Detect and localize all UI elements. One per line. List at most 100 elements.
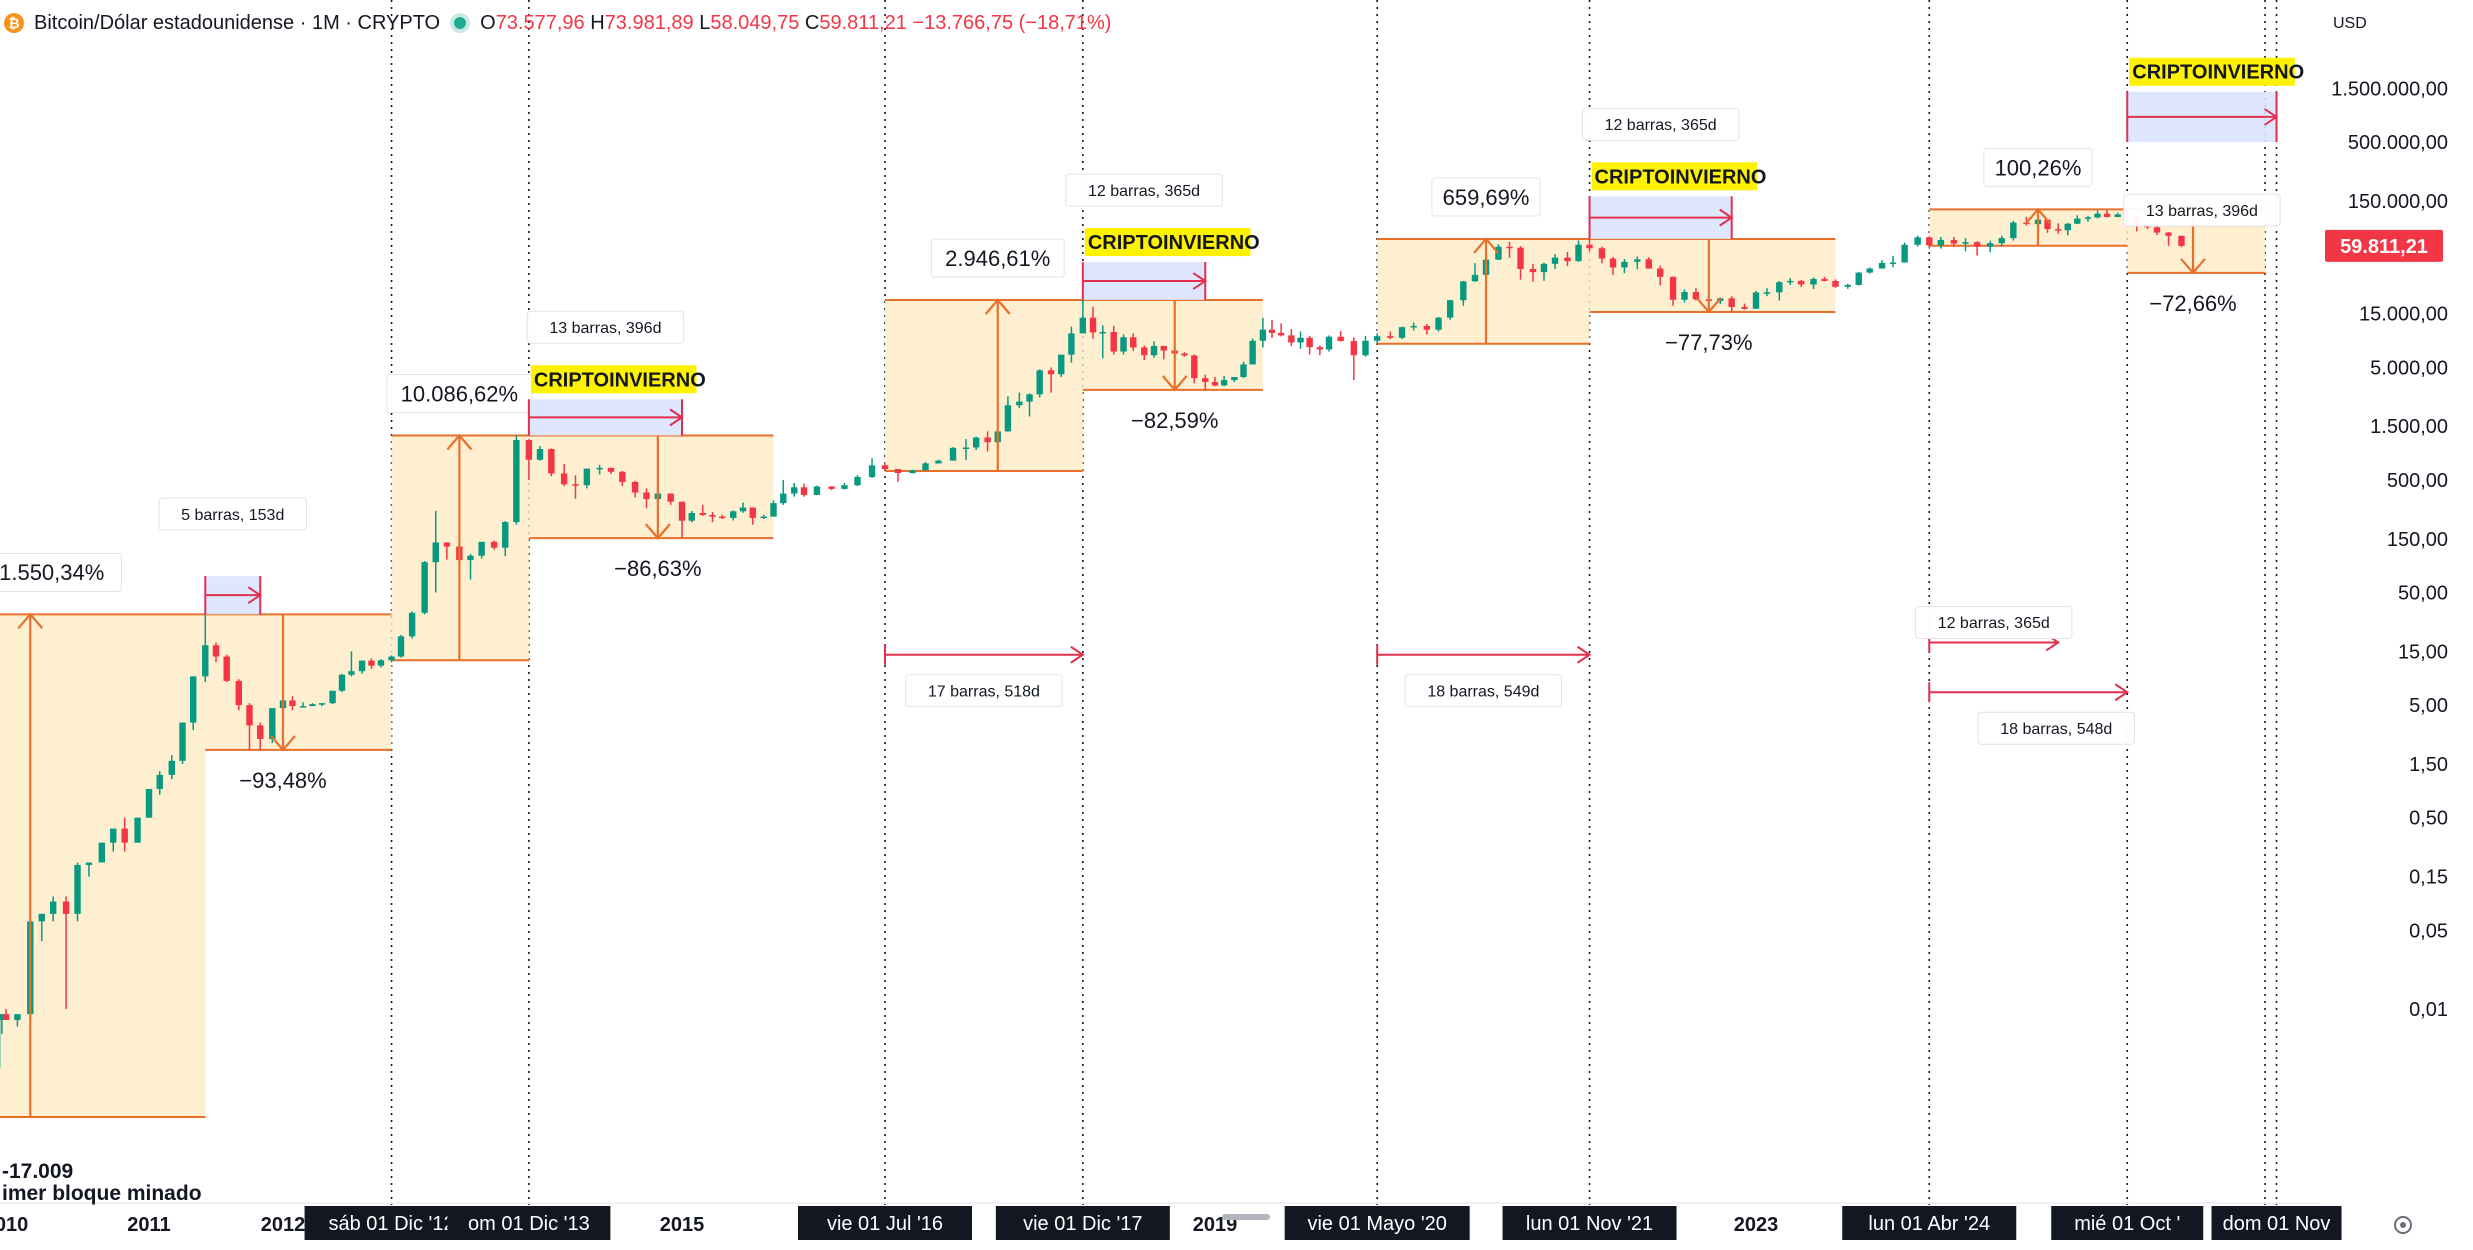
range-label-2[interactable]: 12 barras, 365d [1065, 173, 1223, 207]
time-arrow-label-3-text: 18 barras, 548d [2000, 721, 2112, 738]
candle-186 [2064, 222, 2071, 236]
measure-4[interactable]: 2.946,61% [930, 238, 1065, 471]
zone-3[interactable] [528, 435, 774, 539]
settings-gear-icon[interactable] [2394, 1216, 2412, 1234]
price-axis[interactable]: USD 1.500.000,00 500.000,00 150.000,00 15.0… [2325, 15, 2448, 1021]
time-arrow-label-0[interactable]: 17 barras, 518d [905, 674, 1063, 708]
bitcoin-icon: ₿ [4, 13, 24, 33]
candle-body-67 [719, 516, 726, 519]
candle-17 [168, 755, 175, 780]
candle-body-25 [257, 725, 264, 739]
measure-2[interactable]: 10.086,62% [386, 373, 533, 661]
candle-body-12 [110, 828, 117, 843]
zone-6[interactable] [1377, 238, 1590, 344]
range-label-1[interactable]: 13 barras, 396d [526, 310, 685, 344]
candle-body-7 [49, 901, 57, 914]
candle-body-122 [1316, 347, 1324, 350]
range-3[interactable]: CRIPTOINVIERNO 12 barras, 365d [1581, 107, 1767, 239]
date-ranges[interactable]: 5 barras, 153d CRIPTOINVIERNO 13 barras, 3… [158, 57, 2304, 615]
candle-141 [1540, 262, 1548, 281]
measure-head-5 [1161, 375, 1188, 392]
range-label-3[interactable]: 12 barras, 365d [1581, 107, 1740, 141]
time-arrow-0[interactable]: 17 barras, 518d [884, 644, 1085, 708]
candle-body-55 [583, 468, 591, 486]
candle-169 [1866, 267, 1873, 274]
measure-label-4[interactable]: 2.946,61% [930, 238, 1065, 278]
measure-0[interactable]: 4.761.550,34% [0, 552, 122, 1117]
crypto-winter-label-3: CRIPTOINVIERNO [1595, 166, 1767, 188]
range-2[interactable]: CRIPTOINVIERNO 12 barras, 365d [1065, 173, 1260, 300]
range-4[interactable]: CRIPTOINVIERNO 13 barras, 396d [2123, 57, 2304, 227]
candle-47 [490, 540, 498, 550]
price-tick-11: 1,50 [2409, 754, 2448, 776]
candle-body-141 [1540, 263, 1548, 273]
candle-body-162 [1787, 280, 1794, 283]
candle-37 [377, 659, 385, 668]
symbol-title[interactable]: Bitcoin/Dólar estadounidense · 1M · CRYP… [34, 11, 441, 34]
measure-label-0[interactable]: 4.761.550,34% [0, 552, 122, 592]
measure-3[interactable]: −86,63% [614, 435, 702, 581]
measure-1[interactable]: −93,48% [239, 614, 327, 793]
candle-body-169 [1866, 268, 1873, 273]
candle-89 [984, 431, 991, 452]
candle-57 [607, 467, 615, 474]
candle-body-31 [318, 703, 326, 705]
time-arrow-label-1[interactable]: 18 barras, 549d [1404, 674, 1563, 708]
scroll-handle[interactable] [1222, 1214, 1270, 1220]
candle-body-145 [1586, 244, 1593, 249]
candle-171 [1889, 255, 1897, 268]
date-label-bg-1 [447, 1206, 611, 1240]
candle-80 [868, 458, 876, 478]
candle-body-37 [377, 660, 385, 666]
candle-178 [1973, 241, 1981, 256]
candle-54 [572, 475, 579, 499]
measure-label-0-text: 4.761.550,34% [0, 560, 104, 585]
measure-5[interactable]: −82,59% [1131, 299, 1218, 433]
candle-121 [1306, 335, 1313, 355]
candle-81 [881, 463, 889, 471]
zone-0[interactable] [0, 614, 206, 1117]
candle-113 [1231, 377, 1238, 383]
measure-6[interactable]: 659,69% [1431, 177, 1541, 344]
time-arrow-label-3[interactable]: 18 barras, 548d [1977, 711, 2135, 745]
measure-label-8[interactable]: 100,26% [1983, 147, 2093, 187]
measure-8[interactable]: 100,26% [1983, 147, 2093, 246]
candle-body-138 [1506, 246, 1513, 249]
time-arrows[interactable]: 17 barras, 518d 18 barras, 549d 12 barras,… [884, 605, 2135, 745]
candle-body-45 [467, 555, 474, 561]
symbol-header[interactable]: ₿ Bitcoin/Dólar estadounidense · 1M · CR… [4, 4, 1111, 42]
candle-body-2 [0, 1014, 6, 1020]
candle-56 [596, 464, 603, 475]
candle-body-56 [596, 467, 603, 470]
range-label-0[interactable]: 5 barras, 153d [158, 497, 307, 531]
time-axis[interactable]: 201020112012201520192023sáb 01 Dic '12om… [0, 1202, 2342, 1240]
measure-label-2[interactable]: 10.086,62% [386, 373, 533, 413]
range-label-4[interactable]: 13 barras, 396d [2123, 193, 2281, 227]
candle-body-134 [1460, 281, 1467, 301]
range-head-0 [247, 586, 263, 605]
time-arrow-label-2[interactable]: 12 barras, 365d [1915, 605, 2073, 639]
zone-7[interactable] [1589, 238, 1836, 312]
candle-76 [813, 485, 821, 496]
range-head-4 [2263, 108, 2279, 126]
candle-129 [1398, 326, 1406, 340]
candle-body-46 [478, 541, 485, 556]
measure-arrows[interactable]: 4.761.550,34% −93,48% 10.086,62% −86,63% 2.9… [0, 147, 2237, 1117]
candle-60 [643, 488, 650, 509]
measure-label-6[interactable]: 659,69% [1431, 177, 1541, 217]
time-arrow-2[interactable]: 12 barras, 365d [1915, 605, 2073, 653]
zone-5[interactable] [1082, 299, 1263, 390]
measure-7[interactable]: −77,73% [1665, 238, 1753, 355]
time-arrow-3[interactable]: 18 barras, 548d [1928, 682, 2135, 745]
zone-4[interactable] [885, 299, 1083, 471]
zone-1[interactable] [205, 614, 392, 750]
candle-body-130 [1410, 325, 1417, 328]
candle-31 [318, 703, 326, 707]
time-arrow-1[interactable]: 18 barras, 549d [1376, 644, 1592, 708]
range-1[interactable]: CRIPTOINVIERNO 13 barras, 396d [526, 310, 706, 436]
candle-body-126 [1362, 340, 1369, 356]
range-label-4-box [2123, 193, 2281, 227]
zone-8[interactable] [1929, 209, 2128, 246]
range-0[interactable]: 5 barras, 153d [158, 497, 307, 615]
